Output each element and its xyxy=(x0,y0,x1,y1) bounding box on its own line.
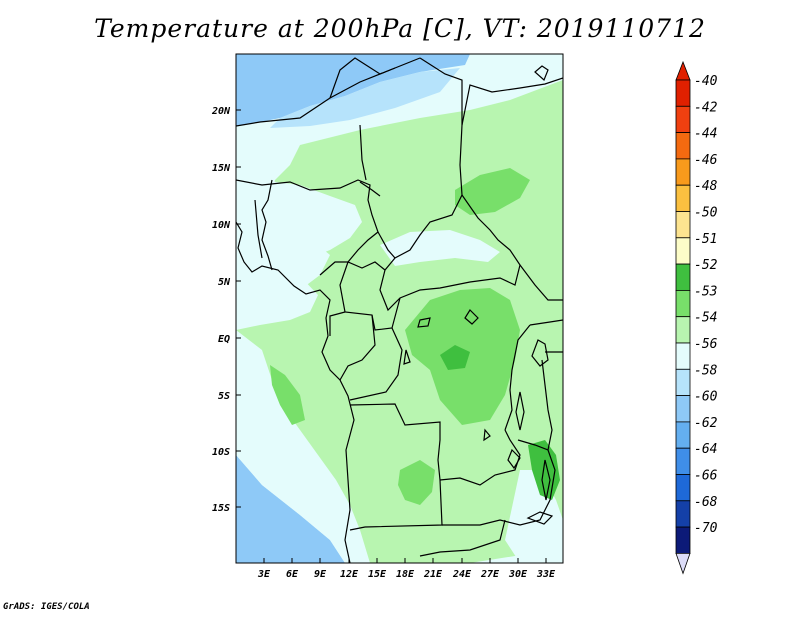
colorbar-top-arrow xyxy=(675,60,691,81)
colorbar-swatch xyxy=(675,105,691,134)
colorbar-swatch xyxy=(675,395,691,423)
lon-label-6e: 6E xyxy=(286,569,299,580)
colorbar: -40 -42 -44 -46 -48 -50 -51 -52 -53 -54 -56 -58 -60 -… xyxy=(675,60,718,575)
field-green-angola xyxy=(270,365,305,425)
colorbar-swatch xyxy=(675,132,691,160)
field-green-sudan xyxy=(455,168,530,215)
colorbar-label: -42 xyxy=(694,100,718,115)
colorbar-label: -66 xyxy=(694,469,718,484)
lon-label-21e: 21E xyxy=(423,569,443,580)
colorbar-label: -60 xyxy=(694,390,718,405)
colorbar-label: -44 xyxy=(694,127,717,142)
colorbar-label: -70 xyxy=(694,521,718,536)
colorbar-swatch xyxy=(675,263,691,291)
colorbar-label: -40 xyxy=(694,74,718,89)
field-cyan-bight xyxy=(236,270,318,330)
colorbar-swatch xyxy=(675,447,691,475)
field-cyan-coast xyxy=(236,330,370,563)
colorbar-label: -56 xyxy=(694,337,718,352)
colorbar-swatch xyxy=(675,526,691,554)
lon-label-3e: 3E xyxy=(257,569,271,580)
lon-label-12e: 12E xyxy=(340,569,359,580)
colorbar-label: -58 xyxy=(694,363,718,378)
political-borders xyxy=(236,57,563,563)
colorbar-swatch xyxy=(675,500,691,528)
lat-label-eq: EQ xyxy=(218,334,230,345)
colorbar-swatch xyxy=(675,316,691,344)
lon-label-15e: 15E xyxy=(368,569,387,580)
colorbar-bottom-arrow xyxy=(675,553,691,575)
colorbar-label: -62 xyxy=(694,416,718,431)
lon-label-24e: 24E xyxy=(452,569,472,580)
lon-label-18e: 18E xyxy=(396,569,415,580)
lat-label-10n: 10N xyxy=(212,220,231,231)
lon-label-27e: 27E xyxy=(480,569,500,580)
lon-label-33e: 33E xyxy=(536,569,556,580)
chart-title: Temperature at 200hPa [C], VT: 201911071… xyxy=(94,14,706,43)
colorbar-swatch xyxy=(675,211,691,239)
lon-label-30e: 30E xyxy=(508,569,528,580)
lat-label-5s: 5S xyxy=(218,391,230,402)
map-frame xyxy=(235,53,564,564)
lon-label-9e: 9E xyxy=(314,569,327,580)
colorbar-label: -51 xyxy=(694,232,717,247)
colorbar-swatch xyxy=(675,421,691,449)
colorbar-swatch xyxy=(675,184,691,212)
colorbar-swatch xyxy=(675,158,691,186)
colorbar-swatch xyxy=(675,289,691,318)
lat-axis xyxy=(236,109,241,508)
colorbar-label: -48 xyxy=(694,179,718,194)
field-blue-north xyxy=(236,54,470,126)
colorbar-swatch xyxy=(675,342,691,370)
colorbar-label: -54 xyxy=(694,311,717,326)
field-green-drcnorth xyxy=(440,345,470,370)
lat-label-10s: 10S xyxy=(212,447,230,458)
field-blue-southwest xyxy=(236,455,345,563)
colorbar-swatch xyxy=(675,79,691,107)
lat-label-15s: 15S xyxy=(212,503,230,514)
map-panel xyxy=(235,53,564,564)
credit-text: GrADS: IGES/COLA xyxy=(3,602,90,612)
colorbar-label: -50 xyxy=(694,206,718,221)
lat-label-20n: 20N xyxy=(211,106,231,117)
colorbar-label: -64 xyxy=(694,442,717,457)
field-cyan-sahel xyxy=(380,230,500,266)
field-green-zambia xyxy=(398,460,435,505)
colorbar-label: -53 xyxy=(694,284,717,299)
lat-label-5n: 5N xyxy=(218,277,231,288)
lon-axis xyxy=(263,558,547,563)
colorbar-swatch xyxy=(675,474,691,502)
colorbar-label: -68 xyxy=(694,495,718,510)
colorbar-label: -52 xyxy=(694,258,718,273)
field-sky-north xyxy=(270,68,460,128)
colorbar-swatch xyxy=(675,368,691,396)
field-cyan-westafrica xyxy=(236,180,362,275)
colorbar-label: -46 xyxy=(694,153,718,168)
colorbar-swatch xyxy=(675,237,691,265)
lat-label-15n: 15N xyxy=(212,163,231,174)
